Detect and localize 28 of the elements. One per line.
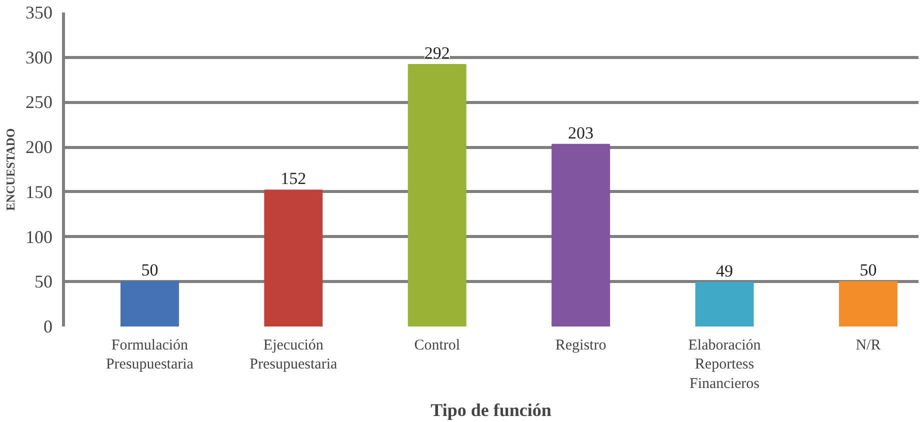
x-tick-label: Elaboración Reportess Financieros: [688, 338, 762, 392]
y-tick-label: 150: [26, 182, 52, 202]
x-tick-label: N/R: [856, 338, 881, 354]
y-axis-title: ENCUESTADO: [4, 128, 18, 211]
data-label: 50: [141, 260, 158, 280]
y-tick-label: 0: [44, 316, 52, 336]
bar: [120, 281, 179, 326]
y-tick-label: 300: [26, 47, 52, 68]
x-tick-label: Formulación Presupuestaria: [106, 338, 194, 373]
x-axis-title: Tipo de función: [430, 400, 552, 420]
data-label: 292: [424, 44, 450, 63]
bar: [695, 282, 754, 326]
x-tick-label: Ejecución Presupuestaria: [250, 338, 338, 373]
bar: [552, 144, 610, 326]
x-tick-label: Registro: [555, 338, 606, 354]
bar: [264, 190, 323, 326]
data-label: 203: [568, 123, 594, 142]
data-label: 49: [716, 262, 734, 281]
data-label: 152: [280, 169, 306, 188]
y-tick-label: 350: [26, 2, 52, 22]
x-tick-label: Control: [414, 338, 460, 354]
y-tick-label: 250: [26, 92, 52, 112]
bar: [838, 281, 898, 326]
y-tick-label: 50: [34, 272, 52, 292]
y-tick-label: 100: [26, 226, 52, 247]
y-tick-label: 200: [26, 137, 52, 158]
bar: [408, 64, 466, 326]
data-label: 50: [860, 260, 877, 280]
